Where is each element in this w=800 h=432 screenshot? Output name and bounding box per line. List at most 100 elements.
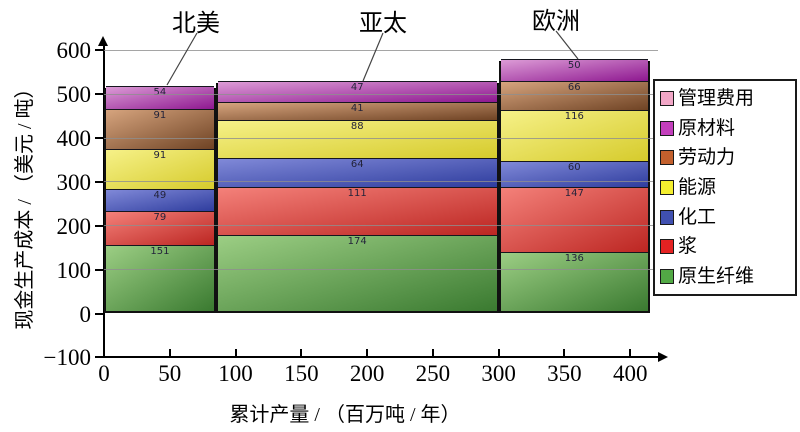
legend-item-能源: 能源 bbox=[660, 178, 790, 197]
segment-value-label: 111 bbox=[347, 187, 367, 199]
segment-原生纤维: 151 bbox=[106, 245, 214, 312]
segment-value-label: 64 bbox=[350, 159, 364, 171]
segment-劳动力: 91 bbox=[106, 109, 214, 150]
x-tick-100 bbox=[234, 349, 237, 357]
y-tick-400 bbox=[95, 137, 103, 140]
segment-value-label: 41 bbox=[350, 102, 364, 114]
gridline-200 bbox=[104, 225, 658, 227]
legend-item-管理费用: 管理费用 bbox=[660, 89, 790, 108]
callout-line-亚太 bbox=[362, 32, 384, 82]
x-tick-label-400: 400 bbox=[612, 361, 648, 387]
region-label-亚太: 亚太 bbox=[359, 11, 407, 37]
region-label-北美: 北美 bbox=[172, 11, 220, 37]
segment-浆: 79 bbox=[106, 210, 214, 246]
segment-原材料: 47 bbox=[217, 81, 497, 102]
legend-swatch-icon bbox=[660, 120, 674, 136]
legend-swatch-icon bbox=[660, 179, 674, 195]
y-tick-label-300: 300 bbox=[56, 169, 92, 195]
x-tick-label-250: 250 bbox=[415, 361, 451, 387]
x-tick-label-150: 150 bbox=[284, 361, 319, 387]
segment-value-label: 91 bbox=[153, 110, 167, 122]
x-tick-label-50: 50 bbox=[158, 361, 182, 387]
segment-value-label: 60 bbox=[567, 162, 581, 174]
segment-浆: 111 bbox=[217, 186, 497, 236]
legend-swatch-icon bbox=[660, 239, 674, 255]
segment-原材料: 54 bbox=[106, 85, 214, 110]
x-tick-label-300: 300 bbox=[481, 361, 516, 387]
y-tick-label-100: 100 bbox=[56, 257, 92, 283]
gridline-300 bbox=[104, 181, 658, 183]
segment-原生纤维: 136 bbox=[500, 251, 648, 312]
segment-value-label: 88 bbox=[350, 120, 364, 132]
x-tick-350 bbox=[563, 349, 566, 357]
legend-item-label: 化工 bbox=[678, 206, 717, 228]
y-axis-arrow-icon bbox=[98, 36, 108, 46]
segment-能源: 116 bbox=[500, 110, 648, 162]
x-tick-250 bbox=[431, 349, 434, 357]
y-tick-label-600: 600 bbox=[56, 38, 92, 64]
bar-北美: 151 79 49 91 91 54 bbox=[104, 85, 216, 314]
legend-swatch-icon bbox=[660, 91, 674, 107]
y-tick-label--100: −100 bbox=[43, 345, 91, 371]
legend-item-label: 劳动力 bbox=[678, 147, 736, 169]
x-axis-title: 累计产量 / （百万吨 / 年） bbox=[229, 404, 461, 426]
legend-swatch-icon bbox=[660, 268, 674, 284]
segment-value-label: 54 bbox=[153, 86, 167, 98]
callout-line-北美 bbox=[166, 32, 198, 86]
x-tick-0 bbox=[103, 349, 105, 357]
y-tick-100 bbox=[95, 268, 103, 271]
x-tick-label-100: 100 bbox=[218, 361, 253, 387]
segment-value-label: 136 bbox=[564, 252, 584, 264]
segment-value-label: 79 bbox=[153, 211, 167, 223]
x-tick-label-200: 200 bbox=[349, 361, 385, 387]
x-axis-line bbox=[103, 356, 658, 359]
x-tick-150 bbox=[300, 349, 303, 357]
x-tick-400 bbox=[629, 349, 632, 357]
y-tick--100 bbox=[95, 356, 103, 359]
y-tick-label-200: 200 bbox=[56, 213, 92, 239]
x-axis-arrow-icon bbox=[658, 352, 668, 363]
bar-欧洲: 136 147 60 116 66 50 bbox=[498, 59, 650, 314]
legend-item-label: 浆 bbox=[678, 236, 698, 258]
segment-能源: 88 bbox=[217, 119, 497, 159]
x-tick-300 bbox=[497, 349, 500, 357]
gridline-400 bbox=[104, 137, 658, 139]
legend-item-label: 能源 bbox=[678, 176, 717, 198]
gridline-100 bbox=[104, 269, 658, 271]
segment-劳动力: 41 bbox=[217, 101, 497, 120]
y-tick-label-400: 400 bbox=[56, 126, 92, 152]
legend-item-label: 原材料 bbox=[678, 117, 736, 139]
gridline-500 bbox=[104, 93, 658, 95]
y-tick-300 bbox=[95, 180, 103, 183]
segment-劳动力: 66 bbox=[500, 81, 648, 111]
segment-浆: 147 bbox=[500, 187, 648, 252]
y-tick-label-0: 0 bbox=[79, 301, 92, 327]
y-tick-600 bbox=[95, 49, 103, 52]
legend-item-化工: 化工 bbox=[660, 208, 790, 227]
x-tick-50 bbox=[168, 349, 171, 357]
region-label-欧洲: 欧洲 bbox=[532, 9, 580, 35]
legend-item-原生纤维: 原生纤维 bbox=[660, 267, 790, 286]
y-tick-0 bbox=[95, 312, 103, 315]
segment-value-label: 49 bbox=[153, 190, 167, 202]
segment-value-label: 66 bbox=[567, 82, 581, 94]
legend-swatch-icon bbox=[660, 150, 674, 166]
segment-能源: 91 bbox=[106, 149, 214, 190]
gridline-600 bbox=[104, 49, 658, 51]
segment-value-label: 151 bbox=[150, 246, 170, 258]
y-tick-200 bbox=[95, 224, 103, 227]
bar-亚太: 174 111 64 88 41 47 bbox=[215, 81, 499, 314]
y-tick-500 bbox=[95, 93, 103, 96]
legend-item-原材料: 原材料 bbox=[660, 119, 790, 138]
x-tick-label-0: 0 bbox=[98, 361, 110, 387]
legend-box: 管理费用原材料劳动力能源化工浆原生纤维 bbox=[653, 79, 797, 296]
legend-item-label: 管理费用 bbox=[678, 88, 755, 110]
legend-swatch-icon bbox=[660, 209, 674, 225]
y-tick-label-500: 500 bbox=[56, 82, 92, 108]
legend-item-浆: 浆 bbox=[660, 237, 790, 256]
segment-value-label: 47 bbox=[350, 82, 364, 94]
segment-value-label: 147 bbox=[564, 188, 584, 200]
x-tick-200 bbox=[366, 349, 369, 357]
legend-item-劳动力: 劳动力 bbox=[660, 148, 790, 167]
